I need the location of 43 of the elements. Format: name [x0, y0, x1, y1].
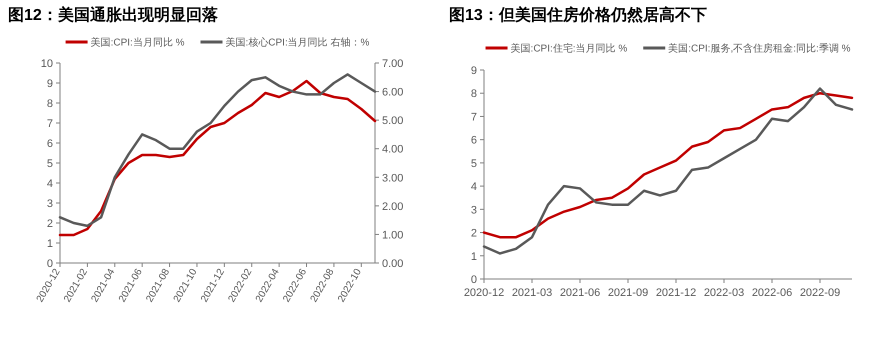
y2-tick-label: 2.00 [382, 200, 404, 213]
y2-tick-label: 4.00 [382, 144, 404, 156]
y-tick-label: 2 [46, 218, 53, 230]
x-tick-label: 2022-09 [800, 287, 840, 299]
x-tick-label: 2021-06 [560, 287, 600, 299]
y-tick-label: 1 [470, 250, 477, 263]
legend-label: 美国:核心CPI:当月同比 右轴：% [226, 36, 370, 48]
x-tick-label: 2021-12 [656, 287, 696, 299]
y-tick-label: 8 [470, 88, 477, 100]
x-tick-label: 2022-03 [704, 287, 744, 299]
y-tick-label: 4 [470, 181, 477, 194]
chart-title: 图13：但美国住房价格仍然居高不下 [449, 5, 707, 24]
y-tick-label: 3 [470, 204, 477, 216]
y2-tick-label: 0.00 [382, 258, 404, 270]
y-tick-label: 6 [470, 134, 477, 147]
y-tick-label: 0 [470, 274, 477, 286]
y2-tick-label: 3.00 [382, 172, 404, 184]
y-tick-label: 5 [46, 158, 53, 170]
legend-label: 美国:CPI:住宅:当月同比 % [510, 42, 628, 54]
x-tick-label: 2021-09 [608, 287, 648, 299]
y-tick-label: 8 [46, 98, 53, 110]
chart-title: 图12：美国通胀出现明显回落 [8, 5, 218, 24]
y-tick-label: 1 [46, 238, 53, 250]
x-tick-label: 2022-06 [752, 287, 792, 299]
y-tick-label: 9 [46, 78, 53, 90]
y-tick-label: 7 [470, 111, 477, 124]
y-tick-label: 3 [46, 198, 53, 210]
x-tick-label: 2020-12 [464, 287, 504, 299]
y2-tick-label: 5.00 [382, 115, 404, 128]
legend-label: 美国:CPI:服务,不含住房租金:同比:季调 % [668, 42, 851, 54]
y2-tick-label: 6.00 [382, 86, 404, 99]
y2-tick-label: 1.00 [382, 229, 404, 242]
legend-label: 美国:CPI:当月同比 % [90, 36, 185, 48]
y-tick-label: 6 [46, 138, 53, 150]
y-tick-label: 2 [470, 228, 477, 240]
y-tick-label: 10 [40, 58, 53, 70]
x-tick-label: 2021-03 [512, 287, 552, 299]
y-tick-label: 7 [46, 118, 53, 130]
y-tick-label: 5 [470, 158, 477, 170]
y-tick-label: 0 [46, 258, 53, 270]
y2-tick-label: 7.00 [382, 58, 404, 70]
y-tick-label: 4 [46, 178, 53, 190]
y-tick-label: 9 [470, 65, 477, 77]
